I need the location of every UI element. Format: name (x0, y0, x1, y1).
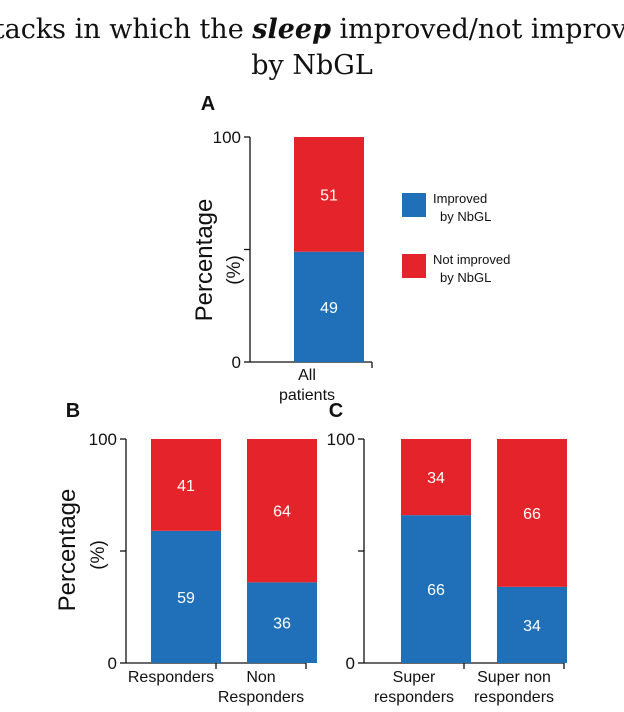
legend: Improved by NbGL Not improved by NbGL (402, 191, 510, 285)
category-label-line2: Responders (218, 689, 304, 706)
bar-value-label: 64 (273, 504, 291, 521)
category-label-line1: Non (246, 669, 275, 686)
bar-not-improved-b-1 (151, 439, 221, 531)
y-axis-label: Percentage (54, 489, 81, 612)
bar-value-label: 34 (427, 470, 445, 487)
panel-letter-b: B (66, 400, 80, 422)
bar-not-improved-c-2 (497, 439, 567, 587)
title-suffix: improved/not improved (331, 14, 624, 45)
bar-value-label: 59 (177, 590, 195, 607)
legend-item-improved: Improved by NbGL (402, 191, 491, 224)
bar-value-label: 34 (523, 618, 541, 635)
category-label-line1: All (298, 367, 316, 384)
legend-item-not-improved: Not improved by NbGL (402, 252, 510, 285)
chart-title-line1: Attacks in which the sleep improved/not … (0, 14, 624, 45)
category-label-line1: Super non (477, 669, 551, 686)
bar-improved-b-2 (247, 582, 317, 663)
y-tick-label: 0 (346, 654, 355, 673)
title-emphasis: sleep (251, 14, 331, 45)
bar-value-label: 66 (427, 582, 445, 599)
bar-value-label: 41 (177, 478, 195, 495)
category-label-line2: patients (279, 387, 335, 404)
category-label-line1: Responders (128, 669, 214, 686)
bar-improved-c-1 (401, 515, 471, 663)
bar-value-label: 49 (320, 300, 338, 317)
chart-panels: A 0 100 49 51 All patients Percentage (%) B 0 100 59… (54, 93, 567, 706)
bar-improved-c-2 (497, 586, 567, 663)
bar-value-label: 36 (273, 616, 291, 633)
y-tick-label: 0 (232, 353, 241, 372)
legend-label-line1: Not improved (433, 252, 510, 267)
bar-not-improved-a-1 (294, 137, 364, 252)
y-tick-label: 0 (108, 654, 117, 673)
panel-b: B 0 100 59 41 Responders 36 64 Non Responders Perc… (54, 400, 317, 706)
y-tick-label: 100 (213, 128, 241, 147)
panel-a: A 0 100 49 51 All patients Percentage (%) (191, 93, 373, 404)
title-prefix: Attacks in which the (0, 14, 252, 45)
legend-label-line2: by NbGL (440, 209, 491, 224)
category-label-line2: responders (374, 689, 454, 706)
y-axis-unit-label: (%) (88, 540, 109, 570)
bar-not-improved-c-1 (401, 439, 471, 516)
category-label-line1: Super (393, 669, 436, 686)
y-axis-label: Percentage (191, 199, 218, 322)
legend-label-line1: Improved (433, 191, 487, 206)
y-tick-label: 100 (89, 430, 117, 449)
legend-swatch (402, 193, 426, 217)
bar-value-label: 51 (320, 187, 338, 204)
bar-improved-b-1 (151, 530, 221, 663)
bar-not-improved-b-2 (247, 439, 317, 583)
chart-title-line2: by NbGL (251, 50, 373, 81)
category-label-line2: responders (474, 689, 554, 706)
panel-letter-c: C (329, 400, 343, 422)
y-axis-unit-label: (%) (224, 255, 245, 285)
panel-letter-a: A (201, 93, 215, 115)
y-tick-label: 100 (327, 430, 355, 449)
panel-c: C 0 100 66 34 Super responders 34 66 Super non res… (327, 400, 567, 706)
legend-swatch (402, 254, 426, 278)
legend-label-line2: by NbGL (440, 270, 491, 285)
bar-value-label: 66 (523, 506, 541, 523)
bar-improved-a-1 (294, 251, 364, 362)
